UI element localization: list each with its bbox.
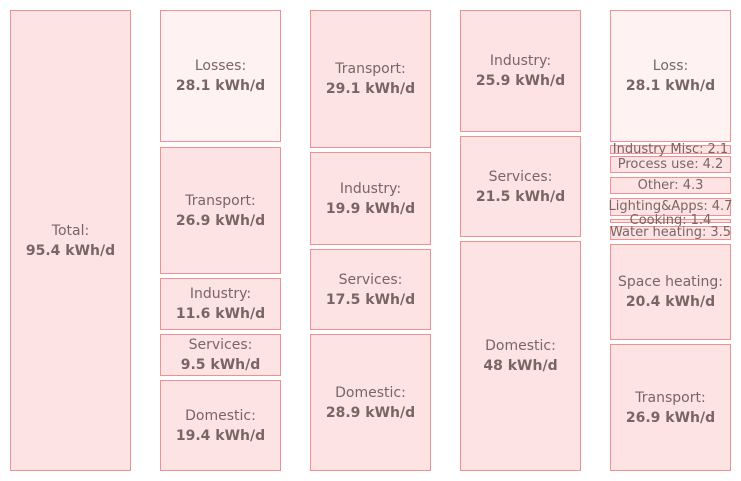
block-total: Total: 95.4 kWh/d [10,10,131,471]
block-industry: Industry: 25.9 kWh/d [460,10,581,132]
block-label: Domestic: [335,384,406,401]
block-cooking: Cooking: 1.4 [610,214,731,228]
block-value: 95.4 kWh/d [25,242,116,259]
block-services: Services: 17.5 kWh/d [310,249,431,330]
block-losses: Losses: 28.1 kWh/d [160,10,281,142]
block-label: Process use: [617,156,699,172]
block-value: 21.5 kWh/d [475,188,566,205]
block-label: Services: [488,168,553,185]
block-other: Other: 4.3 [610,177,731,194]
block-transport: Transport: 26.9 kWh/d [610,344,731,471]
block-loss: Loss: 28.1 kWh/d [610,10,731,142]
block-services: Services: 9.5 kWh/d [160,334,281,376]
block-label: Other: [637,177,679,193]
block-industry: Industry: 11.6 kWh/d [160,278,281,330]
block-domestic: Domestic: 48 kWh/d [460,241,581,471]
block-label: Transport: [635,389,706,406]
block-label: Industry: [339,180,402,197]
block-process-use: Process use: 4.2 [610,156,731,173]
block-label: Cooking: [629,213,687,228]
block-label: Total: [51,222,90,239]
block-label: Losses: [194,58,247,74]
block-value: 4.2 [702,156,724,172]
block-label: Water heating: [609,225,707,240]
block-label: Transport: [185,192,256,209]
block-label: Lighting&Apps: [608,199,708,214]
block-value: 28.1 kWh/d [625,78,716,94]
block-label: Loss: [652,58,689,74]
block-value: 17.5 kWh/d [325,291,416,308]
block-transport: Transport: 26.9 kWh/d [160,147,281,274]
block-value: 28.1 kWh/d [175,78,266,94]
block-label: Domestic: [485,338,556,354]
block-value: 26.9 kWh/d [175,212,266,229]
block-label: Space heating: [617,274,724,290]
block-domestic: Domestic: 19.4 kWh/d [160,380,281,471]
block-label: Domestic: [185,407,256,424]
block-services: Services: 21.5 kWh/d [460,136,581,237]
block-value: 20.4 kWh/d [625,294,716,310]
block-value: 4.3 [682,177,704,193]
block-value: 3.5 [710,225,732,240]
block-value: 25.9 kWh/d [475,73,566,89]
block-value: 48 kWh/d [483,358,558,374]
block-value: 2.1 [707,141,729,157]
block-value: 1.4 [690,213,712,228]
block-label: Industry: [189,286,252,302]
block-value: 19.9 kWh/d [325,200,416,217]
block-industry: Industry: 19.9 kWh/d [310,152,431,245]
block-value: 29.1 kWh/d [325,81,416,97]
block-value: 28.9 kWh/d [325,404,416,421]
block-value: 26.9 kWh/d [625,409,716,426]
block-label: Services: [188,337,253,353]
block-label: Transport: [335,61,406,77]
block-label: Industry: [489,53,552,69]
block-label: Industry Misc: [612,141,704,157]
block-space-heating: Space heating: 20.4 kWh/d [610,244,731,340]
block-value: 11.6 kWh/d [175,306,266,322]
block-industry-misc: Industry Misc: 2.1 [610,141,731,157]
block-lighting-apps: Lighting&Apps: 4.7 [608,198,733,216]
block-label: Services: [338,271,403,288]
block-transport: Transport: 29.1 kWh/d [310,10,431,148]
block-domestic: Domestic: 28.9 kWh/d [310,334,431,471]
block-water-heating: Water heating: 3.5 [610,226,731,240]
block-value: 19.4 kWh/d [175,427,266,444]
block-value: 4.7 [711,199,733,214]
block-value: 9.5 kWh/d [180,357,261,373]
